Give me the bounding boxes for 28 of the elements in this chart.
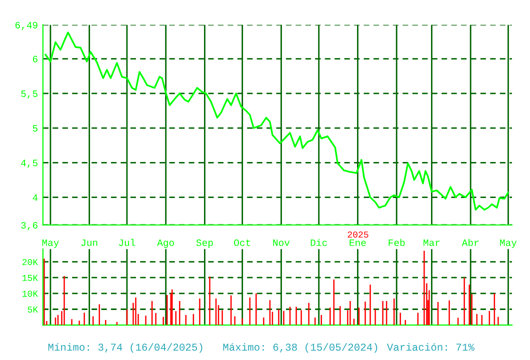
- text: Máximo: 6,38 (15/05/2024): [223, 343, 378, 353]
- y-tick-label: 10K: [22, 290, 38, 297]
- y-tick-label: 3,6: [21, 222, 38, 230]
- x-tick-label: Feb: [388, 238, 405, 246]
- x-tick-label: May: [42, 240, 59, 248]
- x-tick-label: Abr: [462, 238, 478, 246]
- y-tick-label: 5,5: [21, 90, 38, 99]
- x-tick-label: Dic: [310, 238, 327, 246]
- y-tick-label: 4: [32, 194, 38, 201]
- y-tick-label: 20K: [22, 259, 38, 266]
- x-tick-label: Sep: [196, 239, 213, 248]
- x-tick-label: Jun: [81, 240, 98, 246]
- x-tick-label: Ene: [350, 240, 366, 246]
- x-tick-label: Oct: [234, 239, 250, 246]
- y-tick-label: 6,49: [15, 22, 38, 30]
- text: Mínimo: 3,74 (16/04/2025): [48, 343, 202, 353]
- x-tick-label: Nov: [273, 240, 290, 246]
- y-tick-label: 4,5: [21, 160, 38, 168]
- text: 2025: [348, 231, 368, 238]
- text: Variación: 71%: [386, 343, 474, 351]
- y-tick-label: 5K: [28, 306, 38, 313]
- y-tick-label: 15K: [22, 274, 38, 281]
- x-tick-label: Ago: [157, 240, 174, 248]
- y-tick-label: 6: [32, 56, 38, 62]
- x-tick-label: Jul: [119, 238, 136, 246]
- x-tick-label: May: [500, 240, 517, 248]
- x-tick-label: Mar: [424, 240, 440, 246]
- y-tick-label: 5: [32, 125, 38, 132]
